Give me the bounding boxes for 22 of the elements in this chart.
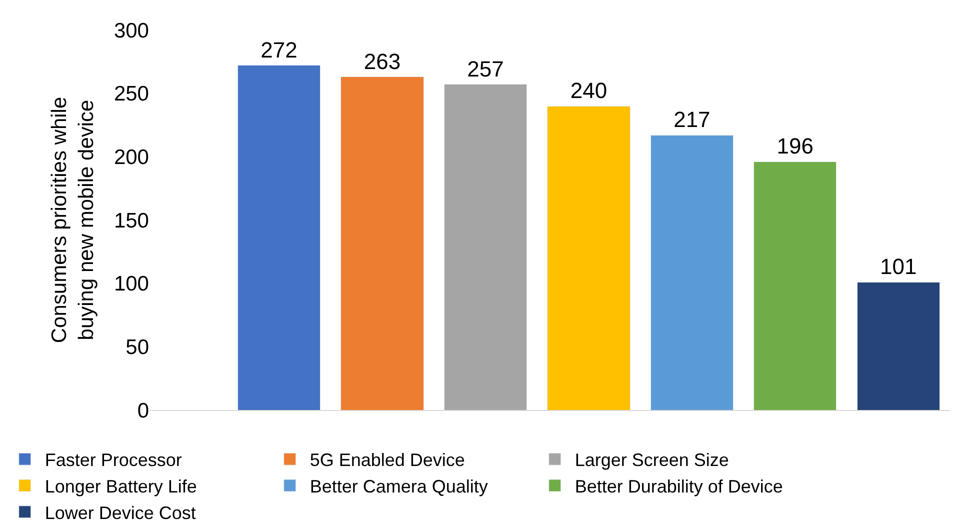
legend-label: 5G Enabled Device [310, 450, 465, 470]
y-tick-label: 150 [114, 209, 149, 232]
data-label: 257 [467, 56, 504, 82]
legend-label: Faster Processor [44, 450, 182, 470]
data-label: 217 [674, 107, 710, 132]
data-label: 263 [364, 48, 401, 74]
legend-label: Better Durability of Device [574, 476, 783, 496]
legend-label: Larger Screen Size [574, 450, 729, 470]
y-tick-label: 300 [114, 19, 149, 42]
y-tick-label: 100 [114, 272, 149, 296]
data-label: 272 [260, 37, 298, 62]
data-label: 196 [776, 134, 814, 159]
y-tick-label: 0 [137, 399, 149, 422]
legend-label: Longer Battery Life [44, 476, 197, 496]
y-tick-label: 250 [114, 82, 149, 106]
y-axis-title: Consumers priorities while buying new mobile device [48, 96, 98, 344]
data-label: 101 [880, 254, 917, 280]
legend-label: Lower Device Cost [44, 502, 196, 523]
legend-label: Better Camera Quality [310, 476, 488, 496]
y-tick-label: 200 [114, 146, 149, 170]
data-label: 240 [570, 78, 608, 103]
y-tick-label: 50 [126, 336, 149, 360]
